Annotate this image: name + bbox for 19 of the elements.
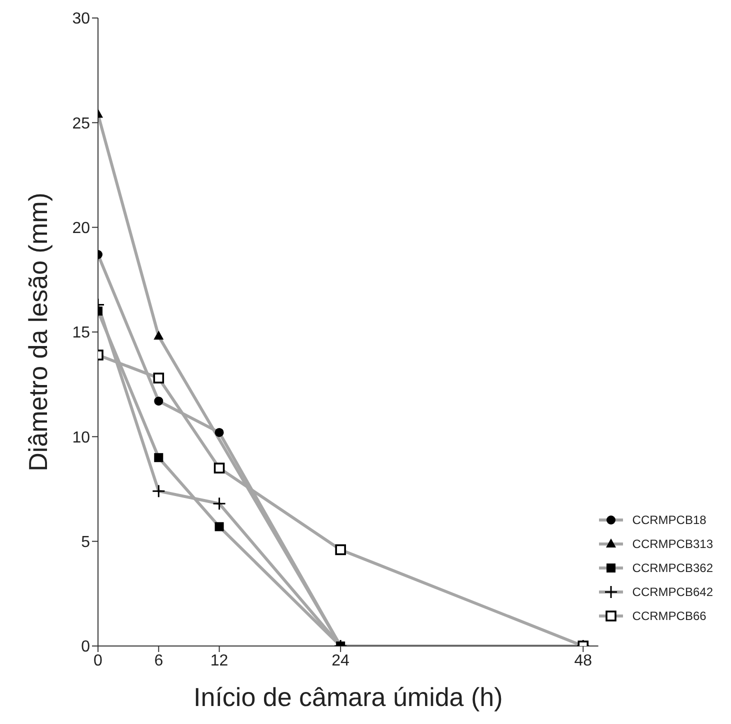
y-tick-label: 15: [72, 324, 90, 342]
x-tick-label: 24: [332, 652, 350, 670]
y-tick-label: 10: [72, 429, 90, 446]
y-tick-label: 0: [81, 638, 90, 656]
y-tick-label: 25: [72, 115, 90, 132]
y-tick-label: 20: [72, 220, 90, 238]
x-axis-title: Início de câmara úmida (h): [194, 682, 503, 712]
x-tick-label: 12: [210, 652, 228, 670]
legend-label: CCRMPCB18: [632, 513, 706, 527]
legend-label: CCRMPCB313: [632, 537, 713, 551]
x-tick-label: 48: [574, 652, 592, 670]
y-tick-label: 30: [72, 10, 90, 28]
y-axis-title: Diâmetro da lesão (mm): [23, 192, 54, 472]
y-tick-label: 5: [81, 534, 90, 552]
legend-label: CCRMPCB66: [632, 609, 706, 623]
x-tick-label: 6: [154, 652, 164, 670]
legend-label: CCRMPCB362: [632, 561, 713, 575]
x-tick-label: 0: [94, 652, 103, 670]
legend-label: CCRMPCB642: [632, 585, 713, 599]
